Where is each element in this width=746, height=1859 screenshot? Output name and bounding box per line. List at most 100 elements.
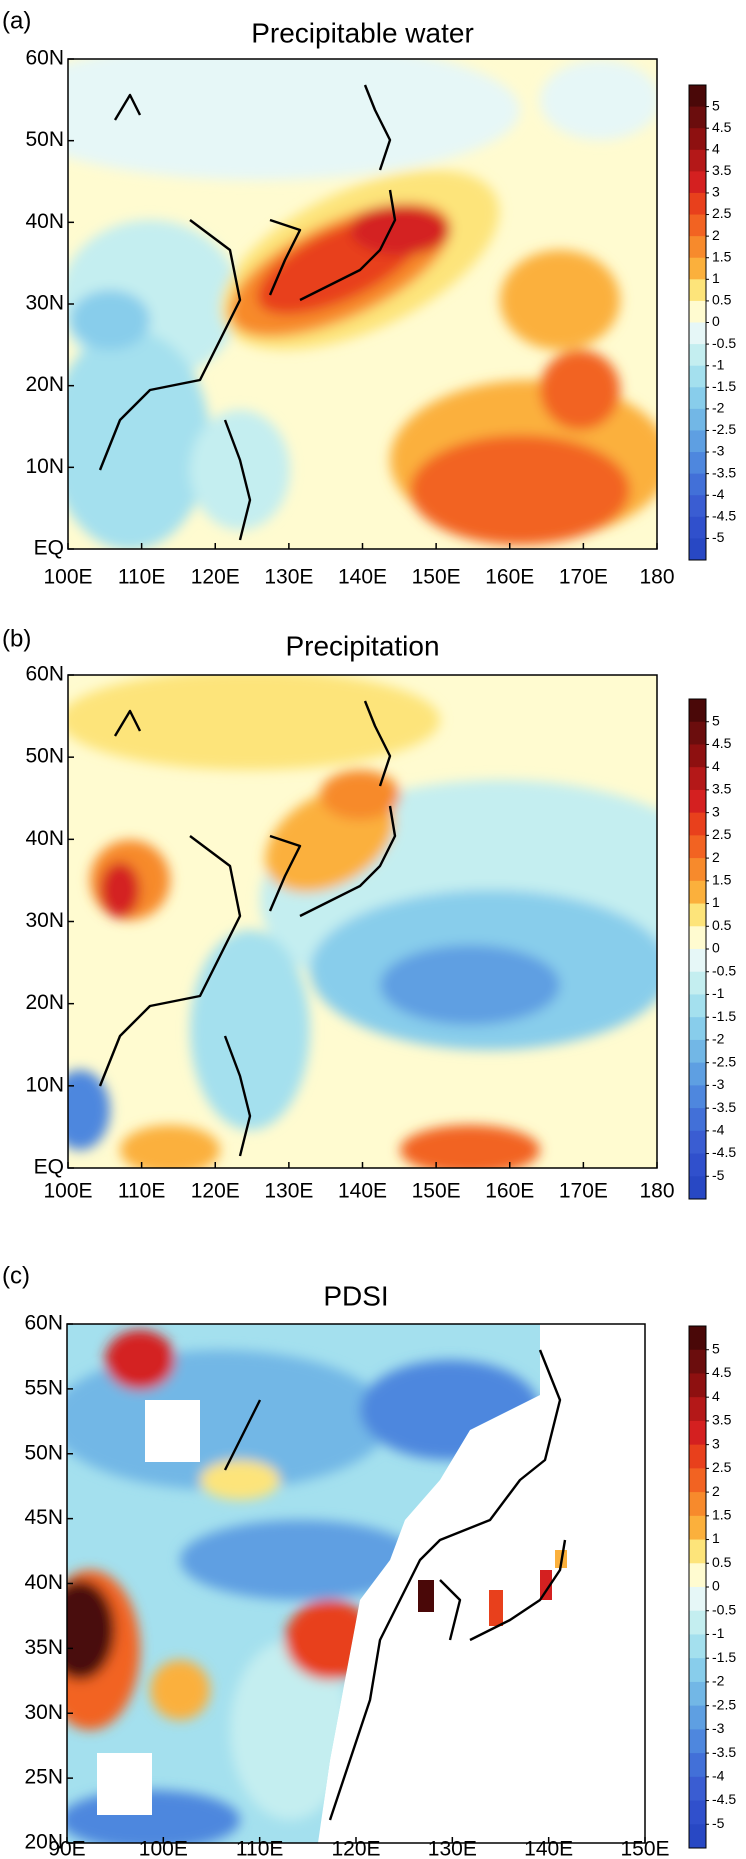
colorbar-label: 3.5 [712, 1412, 732, 1428]
colorbar-bin [689, 1349, 706, 1374]
y-tick-label: 50N [25, 128, 64, 151]
y-tick-label: EQ [34, 537, 64, 560]
colorbar-bin [689, 538, 706, 561]
colorbar-label: 5 [712, 1340, 720, 1356]
x-tick-label: 120E [191, 1180, 240, 1203]
colorbar-bin [689, 1563, 706, 1588]
x-tick-label: 160E [485, 1180, 534, 1203]
colorbar-bin [689, 880, 706, 905]
y-tick-label: 40N [25, 827, 64, 850]
colorbar-label: 1.5 [712, 1507, 732, 1523]
colorbar-bin [689, 1824, 706, 1849]
colorbar-bin [689, 926, 706, 950]
colorbar-label: 2.5 [712, 205, 732, 221]
colorbar-label: -4.5 [712, 1144, 736, 1160]
colorbar-label: -4 [712, 1768, 725, 1784]
colorbar-label: -3.5 [712, 464, 736, 480]
coastline [223, 1349, 567, 1821]
colorbar-bin [689, 106, 706, 129]
colorbar-bin [689, 149, 706, 172]
colorbar-label: -1 [712, 985, 725, 1001]
x-tick-label: 130E [264, 566, 313, 589]
colorbar-label: -4.5 [712, 1791, 736, 1807]
panel-title: Precipitable water [251, 17, 474, 48]
x-tick-label: 100E [139, 1838, 188, 1859]
colorbar-label: -2.5 [712, 421, 736, 437]
colorbar-bin [689, 1420, 706, 1446]
colorbar-bin [689, 430, 706, 453]
colorbar-bin [689, 1681, 706, 1707]
colorbar-label: -3.5 [712, 1744, 736, 1760]
panel-label: (b) [2, 625, 31, 652]
colorbar-label: -0.5 [712, 335, 736, 351]
y-tick-label: 20N [25, 991, 64, 1014]
colorbar-bin [689, 1515, 706, 1541]
colorbar-label: -5 [712, 1815, 725, 1831]
y-tick-label: 45N [24, 1506, 63, 1529]
x-tick-label: 150E [412, 1180, 461, 1203]
colorbar-bin [689, 744, 706, 768]
colorbar-label: 4 [712, 758, 720, 774]
x-tick-label: 110E [118, 566, 166, 589]
colorbar-label: 3 [712, 803, 720, 819]
colorbar-label: 3 [712, 184, 720, 200]
panel-label: (c) [2, 1262, 30, 1289]
colorbar-bin [689, 473, 706, 496]
colorbar-label: -2.5 [712, 1696, 736, 1712]
colorbar-bin [689, 344, 706, 367]
y-tick-label: 60N [25, 663, 64, 686]
x-tick-label: 90E [48, 1838, 85, 1859]
colorbar-label: -3 [712, 443, 725, 459]
colorbar-bin [689, 365, 706, 388]
colorbar-bin [689, 1468, 706, 1493]
y-tick-label: 60N [24, 1312, 63, 1335]
colorbar-bin [689, 85, 706, 108]
colorbar-label: -2 [712, 1031, 725, 1047]
colorbar-bin [689, 452, 706, 475]
colorbar-bin [689, 767, 706, 791]
colorbar-bin [689, 699, 706, 723]
colorbar-bin [689, 1776, 706, 1802]
x-tick-label: 120E [191, 566, 240, 589]
y-tick-label: 25N [24, 1766, 63, 1789]
colorbar-bin [689, 1062, 706, 1086]
colorbar-label: 3 [712, 1435, 720, 1451]
colorbar-label: 5 [712, 712, 720, 728]
colorbar-bin [689, 1492, 706, 1517]
field-b [68, 675, 657, 1168]
colorbar-bin [689, 1153, 706, 1177]
colorbar-bin [689, 1017, 706, 1041]
colorbar-label: 1.5 [712, 872, 732, 888]
colorbar-bin [689, 408, 706, 431]
colorbar-label: 2.5 [712, 826, 732, 842]
colorbar-bin [689, 812, 706, 836]
colorbar-label: 4 [712, 140, 720, 156]
colorbar-bin [689, 495, 706, 518]
y-tick-label: 20N [25, 373, 64, 396]
colorbar-bin [689, 903, 706, 927]
colorbar-bin [689, 1085, 706, 1109]
colorbar-bin [689, 1753, 706, 1778]
colorbar-label: -1 [712, 356, 725, 372]
colorbar-label: 0.5 [712, 292, 732, 308]
colorbar-label: 2 [712, 227, 720, 243]
y-tick-label: 35N [24, 1636, 63, 1659]
x-tick-label: 140E [524, 1838, 573, 1859]
colorbar-label: 0 [712, 1578, 720, 1594]
colorbar-label: -3 [712, 1076, 725, 1092]
colorbar-bin [689, 516, 706, 539]
colorbar-bin [689, 171, 706, 194]
x-tick-label: 130E [264, 1180, 313, 1203]
coastline [98, 700, 397, 1157]
y-tick-label: 40N [24, 1571, 63, 1594]
colorbar-bin [689, 257, 706, 280]
y-tick-label: 10N [25, 455, 64, 478]
x-tick-label: 170E [559, 1180, 608, 1203]
colorbar-bin [689, 1130, 706, 1155]
x-tick-label: 120E [331, 1838, 380, 1859]
field-c [67, 1324, 645, 1843]
x-tick-label: 100E [43, 1180, 92, 1203]
colorbar-label: 2 [712, 849, 720, 865]
colorbar-bin [689, 949, 706, 973]
